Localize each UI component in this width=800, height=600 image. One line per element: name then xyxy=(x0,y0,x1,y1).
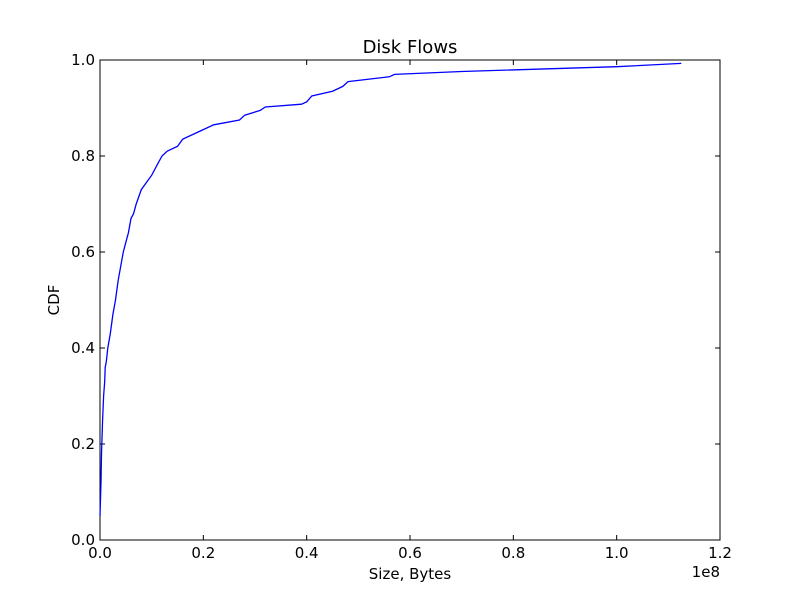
plot-area-frame xyxy=(99,59,721,541)
cdf-series-line xyxy=(99,62,682,517)
x-tick-label: 1.2 xyxy=(708,544,732,562)
x-tick-label: 1.0 xyxy=(605,544,629,562)
y-tick-label: 0.8 xyxy=(71,147,95,165)
chart-title: Disk Flows xyxy=(363,37,458,58)
y-tick-label: 0.2 xyxy=(71,435,95,453)
x-axis-label: Size, Bytes xyxy=(369,565,452,583)
x-tick-label: 0.2 xyxy=(191,544,215,562)
y-tick-label: 0.6 xyxy=(71,243,95,261)
x-tick-label: 0.4 xyxy=(295,544,319,562)
y-tick-label: 0.4 xyxy=(71,339,95,357)
x-tick-label: 0.6 xyxy=(398,544,422,562)
y-tick-label: 0.0 xyxy=(71,531,95,549)
x-axis-offset-label: 1e8 xyxy=(692,563,720,581)
x-tick-label: 0.0 xyxy=(88,544,112,562)
x-tick-label: 0.8 xyxy=(501,544,525,562)
y-tick-label: 1.0 xyxy=(71,51,95,69)
y-axis-label: CDF xyxy=(45,285,63,316)
y-axis-ticks: 0.0 0.2 0.4 0.6 0.8 1.0 xyxy=(71,51,720,549)
x-axis-ticks: 0.0 0.2 0.4 0.6 0.8 1.0 1.2 xyxy=(88,60,732,562)
